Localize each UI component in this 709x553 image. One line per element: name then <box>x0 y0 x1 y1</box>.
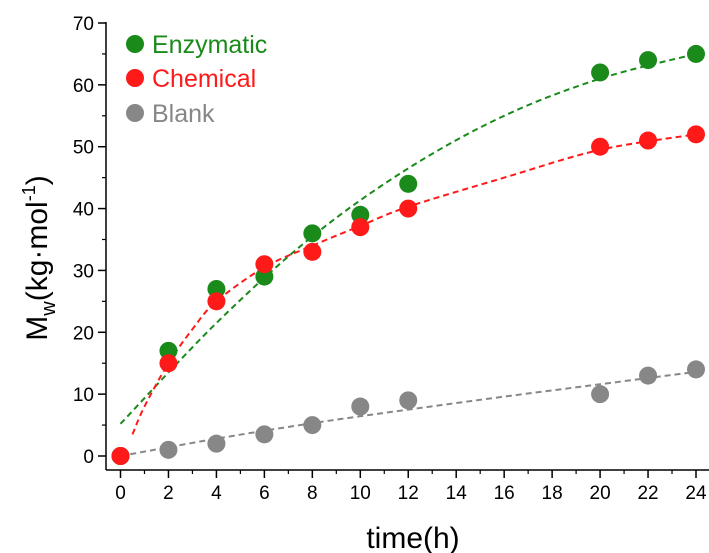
y-axis-label-close: ) <box>21 175 54 185</box>
y-tick-label: 60 <box>73 76 94 97</box>
data-point-chemical <box>111 447 130 465</box>
data-point-enzymatic <box>255 267 274 286</box>
x-tick-label: 6 <box>259 483 270 504</box>
y-axis-label-sub: w <box>38 301 60 317</box>
y-axis-label-sup: -1 <box>19 185 39 201</box>
data-point-enzymatic <box>399 174 418 193</box>
x-tick-label: 2 <box>163 483 174 504</box>
data-point-enzymatic <box>639 51 658 70</box>
x-axis-ticks: 0 2 4 6 8 10 12 14 16 18 20 22 24 <box>115 470 707 504</box>
legend-marker-enzymatic <box>126 35 144 53</box>
data-point-blank <box>687 360 705 379</box>
legend-marker-blank <box>126 104 144 122</box>
x-tick-label: 20 <box>590 483 611 504</box>
data-point-chemical <box>687 125 705 144</box>
x-tick-label: 12 <box>398 483 419 504</box>
x-tick-label: 24 <box>685 483 707 504</box>
x-tick-label: 18 <box>542 483 563 504</box>
legend: Enzymatic Chemical Blank <box>126 31 267 128</box>
x-tick-label: 14 <box>446 483 468 504</box>
legend-label-chemical: Chemical <box>152 65 256 93</box>
fit-curves <box>119 52 697 457</box>
data-point-enzymatic <box>159 341 178 360</box>
x-tick-label: 22 <box>637 483 658 504</box>
data-point-chemical <box>591 137 610 156</box>
data-point-chemical <box>303 242 322 261</box>
y-tick-label: 70 <box>73 14 94 35</box>
data-point-blank <box>303 416 322 435</box>
x-tick-label: 4 <box>211 483 222 504</box>
y-tick-label: 30 <box>73 261 94 282</box>
x-tick-label: 10 <box>350 483 371 504</box>
x-axis-label: time(h) <box>366 522 459 553</box>
data-point-chemical <box>255 255 274 274</box>
x-tick-label: 16 <box>494 483 515 504</box>
data-point-chemical <box>207 292 226 311</box>
data-point-blank <box>591 385 610 404</box>
data-point-blank <box>639 366 658 385</box>
y-tick-label: 20 <box>73 323 94 344</box>
data-points <box>111 44 705 465</box>
data-point-blank <box>207 434 226 453</box>
data-point-blank <box>399 391 418 410</box>
data-point-enzymatic <box>351 205 370 224</box>
fit-curve-blank <box>120 370 697 457</box>
fit-curve-enzymatic <box>119 52 697 425</box>
y-tick-label: 50 <box>73 138 94 159</box>
data-point-blank <box>255 425 274 444</box>
data-point-enzymatic <box>591 63 610 82</box>
y-axis-label: Mw(kg·mol-1) <box>19 175 60 340</box>
y-axis-label-main: M <box>21 316 54 341</box>
legend-marker-chemical <box>126 69 144 87</box>
y-tick-label: 40 <box>73 200 94 221</box>
data-point-chemical <box>639 131 658 150</box>
data-point-enzymatic <box>207 279 226 298</box>
y-axis-ticks: 0 10 20 30 40 50 60 70 <box>73 14 106 468</box>
x-tick-label: 0 <box>115 483 126 504</box>
y-tick-label: 10 <box>73 385 94 406</box>
data-point-chemical <box>159 354 178 373</box>
x-tick-label: 8 <box>307 483 318 504</box>
data-point-chemical <box>351 218 370 237</box>
legend-label-blank: Blank <box>152 100 215 128</box>
data-point-blank <box>351 397 370 416</box>
data-point-blank <box>159 440 178 459</box>
legend-label-enzymatic: Enzymatic <box>152 31 267 59</box>
data-point-chemical <box>399 199 418 218</box>
y-tick-label: 0 <box>83 447 94 468</box>
y-axis-label-text: (kg·mol <box>21 201 54 301</box>
data-point-enzymatic <box>687 44 705 63</box>
data-point-enzymatic <box>303 224 322 243</box>
